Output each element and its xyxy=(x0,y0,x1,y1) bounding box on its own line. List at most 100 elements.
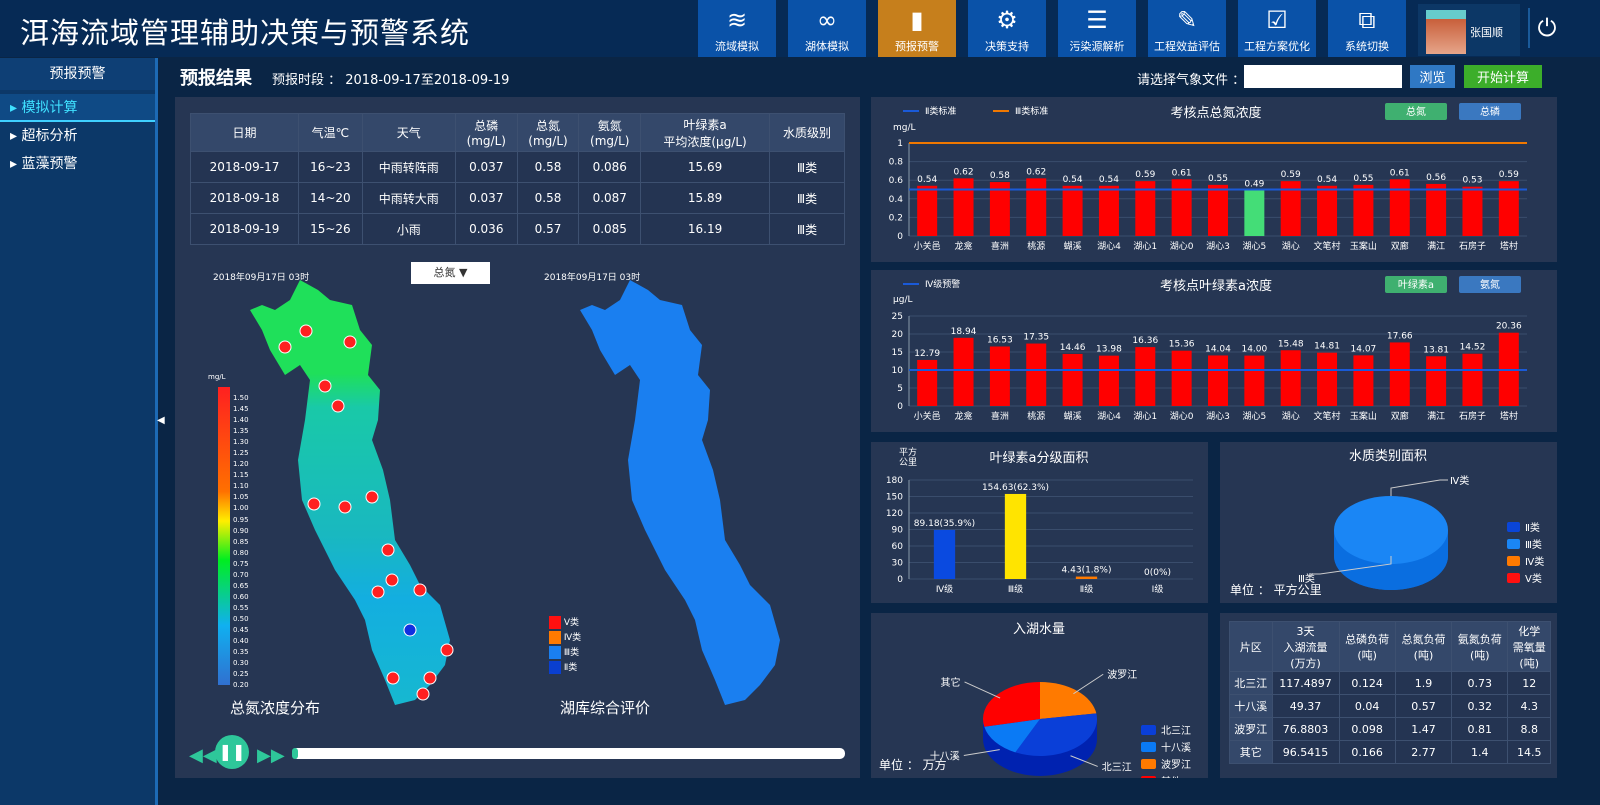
data-label: 0.53 xyxy=(1462,176,1482,186)
data-label: 14.81 xyxy=(1314,342,1340,352)
user-box[interactable]: 张国顺 xyxy=(1418,4,1520,56)
playback-slider[interactable] xyxy=(292,748,845,759)
quality-area-panel: 水质类别面积 Ⅳ类 Ⅲ类 单位 ： 平方公里 Ⅱ类 Ⅲ类 Ⅳ类 Ⅴ类 xyxy=(1220,442,1557,603)
leader-line xyxy=(1310,556,1392,575)
data-label: 0.54 xyxy=(917,175,937,185)
bar xyxy=(989,346,1010,406)
toggle-button[interactable] xyxy=(1385,103,1447,120)
collapse-sidebar-icon[interactable]: ◀ xyxy=(157,415,165,426)
nav-team-gear[interactable]: ⚙ 决策支持 xyxy=(968,0,1046,57)
table-cell: 0.098 xyxy=(1338,717,1396,741)
scale-tick: 1.30 xyxy=(233,438,249,447)
forward-icon[interactable]: ▶▶ xyxy=(257,745,285,766)
sidebar-item-algae[interactable]: ▸ 蓝藻预警 xyxy=(10,156,78,172)
legend-item: Ⅲ类 xyxy=(549,645,581,660)
column-header: 天气 xyxy=(361,113,456,152)
chla-chart: 考核点叶绿素a浓度 0 5 10 15 20 25 12.79 小关邑 18.94 龙龛 16.53 喜… xyxy=(892,276,1527,422)
toggle-label: 总氮 xyxy=(1406,105,1426,118)
bar xyxy=(1135,347,1156,406)
table-cell: 十八溪 xyxy=(1229,694,1273,718)
table-cell: 0.81 xyxy=(1451,717,1509,741)
y-axis-label: μg/L xyxy=(893,295,913,305)
weather-file-input[interactable] xyxy=(1244,65,1402,88)
bar xyxy=(1462,353,1483,406)
table-cell: 中雨转大雨 xyxy=(361,182,456,214)
legend-label: Ⅱ类 xyxy=(563,663,578,673)
table-cell: 0.73 xyxy=(1451,671,1509,695)
legend-label: 其他 xyxy=(1161,775,1181,778)
sidebar-item-simulation[interactable]: ▸ 模拟计算 xyxy=(0,94,155,122)
slice-label: Ⅲ类 xyxy=(1298,572,1315,585)
scale-tick: 0.50 xyxy=(233,614,249,623)
toggle-总磷[interactable]: 总磷 xyxy=(1459,103,1521,120)
x-tick: 双廊 xyxy=(1391,240,1409,252)
leader-line xyxy=(964,681,1001,699)
pie-slice xyxy=(1040,682,1097,719)
legend-swatch xyxy=(549,646,561,659)
toggle-button[interactable] xyxy=(1385,276,1447,293)
toggle-button[interactable] xyxy=(1459,276,1521,293)
table-cell: 15.89 xyxy=(640,182,771,214)
y-tick: 90 xyxy=(892,526,904,536)
pause-button[interactable]: ❚❚ xyxy=(215,735,249,769)
chart-title: 考核点总氮浓度 xyxy=(1170,105,1261,121)
table-cell: 16.19 xyxy=(640,213,771,245)
nav-lake[interactable]: ∞ 湖体模拟 xyxy=(788,0,866,57)
x-tick: 湖心1 xyxy=(1133,241,1157,252)
column-header: 总氮 (mg/L) xyxy=(516,113,580,152)
pie-slice xyxy=(1015,713,1097,756)
bar xyxy=(1062,185,1083,236)
data-label: 0.61 xyxy=(1172,168,1192,178)
toggle-叶绿素a[interactable]: 叶绿素a xyxy=(1385,276,1447,293)
river-icon: ≋ xyxy=(726,6,748,34)
x-tick: 湖心5 xyxy=(1242,241,1266,252)
data-label: 0.59 xyxy=(1281,170,1301,180)
table-cell: 0.087 xyxy=(578,182,642,214)
table-cell: 0.57 xyxy=(1394,694,1453,718)
scale-tick: 1.15 xyxy=(233,471,249,480)
legend-swatch xyxy=(1507,556,1520,566)
sidebar-item-exceedance[interactable]: ▸ 超标分析 xyxy=(10,128,78,144)
parameter-dropdown[interactable]: 总氮 ▼ xyxy=(411,262,490,284)
bar xyxy=(1026,178,1047,236)
legend-swatch xyxy=(1141,759,1156,769)
bar xyxy=(1098,355,1119,406)
bar xyxy=(1004,493,1027,579)
user-name: 张国顺 xyxy=(1470,26,1503,39)
data-label: 0.56 xyxy=(1426,173,1446,183)
toggle-button[interactable] xyxy=(1459,103,1521,120)
y-axis-label: mg/L xyxy=(893,123,916,133)
data-label: 17.66 xyxy=(1387,331,1413,341)
y-tick: 1 xyxy=(897,139,903,149)
rewind-icon[interactable]: ◀◀ xyxy=(189,745,217,766)
power-icon[interactable]: ⏻ xyxy=(1528,8,1564,48)
table-cell: 0.32 xyxy=(1451,694,1509,718)
x-tick: 龙龛 xyxy=(955,410,973,422)
nav-label: 工程方案优化 xyxy=(1244,40,1310,53)
map-left-caption: 总氮浓度分布 xyxy=(230,699,321,717)
bar xyxy=(1026,343,1047,406)
nav-warning-card[interactable]: ▮ 预报预警 xyxy=(878,0,956,57)
toggle-总氮[interactable]: 总氮 xyxy=(1385,103,1447,120)
x-tick: 湖心1 xyxy=(1133,411,1157,422)
nav-list[interactable]: ☰ 污染源解析 xyxy=(1058,0,1136,57)
load-table-panel: 片区 3天 入湖流量 (万方) 总磷负荷 (吨) 总氮负荷 (吨) 氨氮负荷 (吨) 化学… xyxy=(1220,613,1557,778)
browse-button[interactable]: 浏览 xyxy=(1410,65,1455,88)
start-calculation-button[interactable]: 开始计算 xyxy=(1464,65,1542,88)
nav-edit[interactable]: ✎ 工程效益评估 xyxy=(1148,0,1226,57)
dropdown-value: 总氮 xyxy=(433,266,456,279)
toggle-氨氮[interactable]: 氨氮 xyxy=(1459,276,1521,293)
data-label: 0.62 xyxy=(954,167,974,177)
nav-river[interactable]: ≋ 流域模拟 xyxy=(698,0,776,57)
nav-switch[interactable]: ⧉ 系统切换 xyxy=(1328,0,1406,57)
toggle-label: 总磷 xyxy=(1480,105,1500,118)
nav-clipboard-check[interactable]: ☑ 工程方案优化 xyxy=(1238,0,1316,57)
table-row: 波罗江 76.8803 0.098 1.47 0.81 8.8 xyxy=(1229,717,1551,741)
column-header: 叶绿素a 平均浓度(μg/L) xyxy=(640,113,771,152)
avatar xyxy=(1426,10,1466,54)
data-label: 4.43(1.8%) xyxy=(1062,566,1112,576)
nav-label: 流域模拟 xyxy=(715,40,759,53)
x-tick: 湖心3 xyxy=(1206,241,1230,252)
legend-swatch xyxy=(1507,522,1520,532)
